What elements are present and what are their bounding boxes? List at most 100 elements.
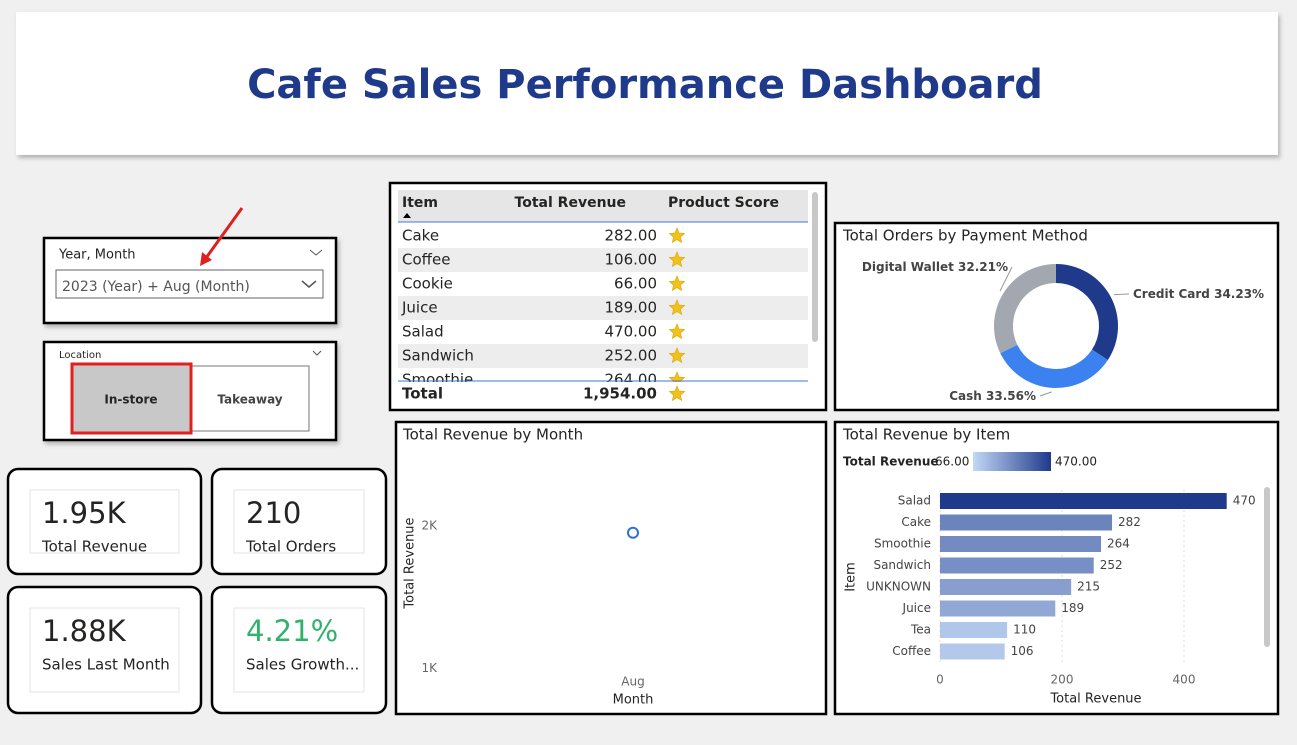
total-row	[398, 382, 808, 406]
kpi-label: Total Revenue	[41, 538, 147, 556]
table-header	[398, 190, 808, 222]
chart-title: Total Orders by Payment Method	[842, 227, 1088, 245]
y-tick-label: 2K	[421, 519, 438, 533]
leader-line	[1114, 293, 1130, 296]
star-icon	[668, 385, 686, 402]
slice-value: 32.21%	[958, 260, 1008, 274]
star-icon	[668, 227, 686, 244]
y-tick-label: UNKNOWN	[866, 580, 931, 594]
slicer-label: Location	[59, 350, 101, 361]
row-shade	[398, 344, 808, 368]
scrollbar[interactable]	[812, 192, 818, 342]
chevron	[312, 350, 322, 356]
kpi-value: 1.95K	[42, 496, 127, 530]
cell: 66.00	[614, 275, 657, 293]
point	[627, 526, 639, 539]
leader-line	[1039, 391, 1052, 397]
y-tick-label: Salad	[898, 494, 931, 508]
y-tick-label: Smoothie	[874, 537, 931, 551]
cell: 470.00	[605, 323, 658, 341]
column-header: Total Revenue	[515, 195, 626, 211]
slice-name: Digital Wallet	[862, 260, 954, 274]
slice-value: 33.56%	[986, 389, 1036, 403]
cell: 252.00	[605, 347, 658, 365]
slicer-label: Year, Month	[58, 248, 136, 263]
cell: Cookie	[402, 275, 453, 293]
cell: Sandwich	[402, 347, 474, 365]
star-icon	[668, 275, 686, 292]
row-shade	[398, 296, 808, 320]
bar	[940, 622, 1008, 638]
y-tick-label: Tea	[910, 623, 931, 637]
kpi-value: 4.21%	[246, 614, 338, 648]
option-button[interactable]	[190, 365, 310, 432]
chart-title: Total Revenue by Month	[402, 426, 583, 444]
cell: Juice	[401, 299, 438, 317]
slice-name: Cash	[949, 389, 982, 403]
arrow-head	[200, 252, 212, 266]
line-panel	[394, 420, 828, 716]
kpi-label: Sales Last Month	[42, 656, 170, 674]
star-icon	[668, 347, 686, 364]
legend-min: 66.00	[935, 455, 969, 469]
data-label: 264	[1107, 537, 1130, 551]
dropdown-value: 2023 (Year) + Aug (Month)	[62, 279, 250, 295]
legend-gradient	[973, 452, 1051, 471]
data-label: 252	[1100, 558, 1123, 572]
kpi-inner	[29, 607, 180, 693]
kpi-value: 1.88K	[42, 614, 127, 648]
y-axis-label: Total Revenue	[403, 517, 418, 609]
bar	[940, 493, 1227, 509]
star-icon	[668, 323, 686, 340]
x-axis-label: Month	[613, 693, 654, 708]
star-icon	[668, 299, 686, 316]
chevron	[301, 280, 317, 288]
total-label: Total	[402, 385, 443, 403]
kpi-cards: 1.95K Total Revenue 210 Total Orders 1.88K Sa…	[6, 467, 388, 715]
kpi-inner	[233, 607, 365, 693]
column-header: Item	[402, 195, 438, 211]
slice-label: Cash 33.56%	[949, 389, 1036, 403]
kpi-label: Sales Growth...	[246, 656, 359, 674]
x-tick-label: 400	[1173, 673, 1196, 687]
data-label: 110	[1013, 623, 1036, 637]
donut-slice	[1000, 344, 1108, 388]
cell: Coffee	[402, 251, 450, 269]
y-tick-label: Cake	[901, 515, 931, 529]
data-label: 282	[1118, 515, 1141, 529]
bar	[940, 557, 1094, 574]
star-icon	[668, 251, 686, 268]
arrow	[204, 207, 244, 259]
y-tick-label: 1K	[421, 661, 438, 675]
legend-title: Total Revenue	[843, 455, 939, 469]
x-tick-label: 0	[936, 673, 944, 687]
cell: Salad	[402, 323, 444, 341]
scrollbar[interactable]	[1264, 487, 1270, 647]
dropdown[interactable]	[55, 269, 324, 299]
total-value: 1,954.00	[583, 385, 657, 403]
kpi-inner	[29, 489, 180, 554]
kpi-label: Total Orders	[245, 538, 336, 556]
bar	[940, 536, 1102, 552]
x-axis-label: Total Revenue	[1049, 692, 1141, 707]
y-tick-label: Sandwich	[873, 558, 931, 572]
cell: 106.00	[605, 251, 658, 269]
option-button-selected[interactable]	[70, 362, 193, 435]
cell: 189.00	[605, 299, 658, 317]
dashboard-title: Cafe Sales Performance Dashboard	[247, 62, 1043, 108]
slice-name: Credit Card	[1133, 287, 1210, 301]
y-tick-label: Juice	[902, 601, 931, 615]
data-label: 189	[1061, 601, 1084, 615]
x-tick-label: 200	[1051, 673, 1074, 687]
sort-icon	[403, 213, 411, 218]
chevron	[309, 249, 323, 256]
chart-title: Total Revenue by Item	[842, 426, 1010, 444]
option-label: In-store	[104, 393, 157, 407]
column-header: Product Score	[668, 195, 779, 211]
kpi-value: 210	[246, 496, 301, 530]
legend-max: 470.00	[1055, 455, 1097, 469]
cell: Cake	[402, 227, 439, 245]
kpi-inner	[233, 489, 365, 554]
